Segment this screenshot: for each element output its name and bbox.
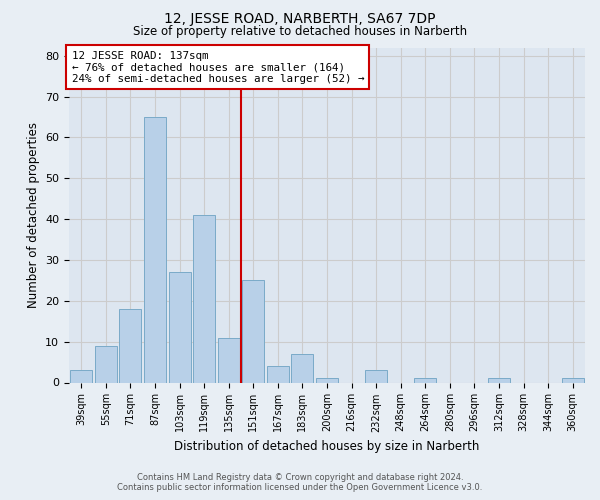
Bar [193, 215, 215, 382]
Text: 12, JESSE ROAD, NARBERTH, SA67 7DP: 12, JESSE ROAD, NARBERTH, SA67 7DP [164, 12, 436, 26]
Bar [242, 280, 265, 382]
Bar [95, 346, 117, 383]
Bar [169, 272, 191, 382]
Bar [144, 117, 166, 382]
Bar [488, 378, 510, 382]
Bar [365, 370, 387, 382]
Bar [119, 309, 142, 382]
Y-axis label: Number of detached properties: Number of detached properties [26, 122, 40, 308]
Bar [267, 366, 289, 382]
Bar [70, 370, 92, 382]
Bar [562, 378, 584, 382]
Bar [218, 338, 240, 382]
Bar [316, 378, 338, 382]
X-axis label: Distribution of detached houses by size in Narberth: Distribution of detached houses by size … [175, 440, 479, 453]
Bar [292, 354, 313, 382]
Text: Contains HM Land Registry data © Crown copyright and database right 2024.
Contai: Contains HM Land Registry data © Crown c… [118, 473, 482, 492]
Bar [414, 378, 436, 382]
Text: 12 JESSE ROAD: 137sqm
← 76% of detached houses are smaller (164)
24% of semi-det: 12 JESSE ROAD: 137sqm ← 76% of detached … [71, 51, 364, 84]
Text: Size of property relative to detached houses in Narberth: Size of property relative to detached ho… [133, 25, 467, 38]
